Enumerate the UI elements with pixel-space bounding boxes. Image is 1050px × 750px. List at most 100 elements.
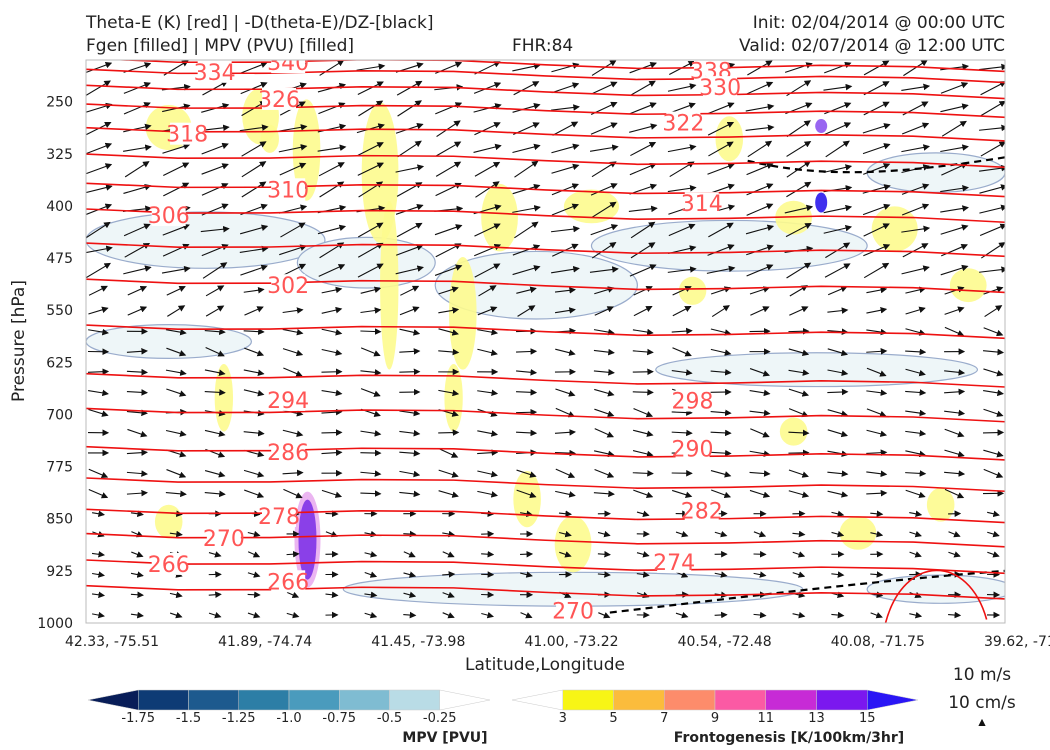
wind-vector (831, 571, 845, 578)
wind-vector (710, 368, 732, 376)
wind-vector (672, 306, 692, 317)
wind-vector (980, 141, 1005, 157)
wind-vector (516, 348, 538, 355)
wind-vector (940, 144, 969, 153)
wind-vector (360, 328, 382, 335)
theta-e-contour (86, 103, 1005, 119)
wind-vector (162, 223, 190, 236)
wind-vector (435, 141, 462, 157)
theta-e-label-bg (206, 527, 241, 550)
wind-vector (201, 183, 229, 196)
theta-e-label-bg (693, 60, 728, 82)
wind-vector (948, 611, 962, 619)
wind-vector (636, 571, 650, 578)
wind-vector (399, 409, 421, 417)
wind-vector (944, 286, 965, 295)
wind-vector (126, 368, 148, 376)
wind-vector (823, 224, 853, 234)
theta-e-contour (86, 182, 1005, 198)
wind-vector (204, 470, 226, 478)
wind-vector (672, 285, 692, 296)
x-tick-label: 41.00, -73.22 (524, 634, 618, 650)
wind-vector (123, 184, 152, 194)
wind-vector (512, 205, 541, 213)
theta-e-label: 318 (166, 123, 208, 148)
wind-vector (475, 181, 500, 198)
wind-vector (792, 611, 806, 619)
wind-vector (590, 122, 618, 135)
frontogenesis-region (926, 487, 955, 522)
theta-e-label-bg (684, 192, 719, 215)
wind-vector (165, 328, 187, 336)
frontogenesis-region (260, 124, 279, 153)
wind-vector (636, 551, 650, 558)
forecast-hour: FHR:84 (512, 36, 574, 56)
fgen-core (815, 119, 828, 134)
wind-vector (866, 429, 888, 437)
wind-vector (983, 389, 1004, 397)
wind-vector (282, 328, 304, 336)
theta-e-label: 270 (203, 527, 245, 552)
wind-vector (325, 510, 339, 518)
wind-vector (823, 204, 853, 214)
y-axis-label: Pressure [hPa] (9, 280, 29, 402)
wind-vector (824, 122, 852, 135)
wind-vector (550, 104, 580, 111)
wind-vector (940, 82, 969, 94)
wind-vector (435, 161, 462, 177)
wind-vector (711, 305, 730, 318)
wind-vector (436, 120, 461, 138)
theta-e-label: 302 (267, 274, 309, 299)
wind-vector (827, 409, 849, 417)
plot-frame (85, 59, 1006, 624)
wind-vector (784, 204, 814, 214)
wind-vector (321, 449, 343, 456)
wind-vector (86, 142, 113, 155)
stability-contour (747, 156, 1005, 174)
wind-vector (944, 428, 965, 438)
theta-e-contour (86, 559, 1005, 575)
wind-vector (512, 103, 541, 113)
wind-vector (86, 262, 111, 279)
wind-vector (321, 408, 343, 416)
wind-vector (399, 368, 421, 376)
wind-vector (827, 490, 849, 498)
wind-vector (318, 102, 346, 115)
wind-vector (866, 449, 888, 456)
wind-vector (239, 245, 269, 254)
wind-vector (321, 306, 343, 314)
wind-vector (208, 591, 222, 598)
wind-vector (241, 181, 267, 198)
wind-vector (788, 469, 809, 478)
wind-vector (671, 429, 693, 437)
stability-contours (609, 156, 1005, 614)
frontogenesis-region (481, 183, 518, 252)
mpv-minimum (815, 192, 828, 213)
wind-vector (477, 389, 499, 397)
wind-vector (747, 140, 773, 158)
wind-vector (399, 429, 421, 437)
wind-vector (473, 143, 502, 153)
wind-vector (130, 591, 144, 599)
wind-vector (364, 591, 378, 599)
y-axis-ticks: 250 325 400 475 550 625 700 775 850 925 1000 (37, 95, 73, 632)
wind-vector (279, 244, 307, 256)
wind-vector (749, 286, 771, 295)
theta-e-label-bg (151, 203, 186, 226)
wind-vector (123, 102, 151, 115)
wind-vector (746, 264, 774, 277)
mpv-region (86, 211, 326, 269)
wind-vector (126, 409, 148, 417)
wind-vector (86, 245, 113, 254)
theta-e-label-bg (271, 274, 306, 297)
theta-e-label: 290 (672, 438, 714, 463)
wind-vector (127, 285, 148, 296)
wind-vector (598, 612, 611, 619)
wind-vector (399, 328, 421, 336)
wind-vector (630, 221, 656, 239)
wind-vector (243, 369, 265, 376)
wind-vector (746, 183, 774, 196)
wind-vector (632, 450, 654, 458)
